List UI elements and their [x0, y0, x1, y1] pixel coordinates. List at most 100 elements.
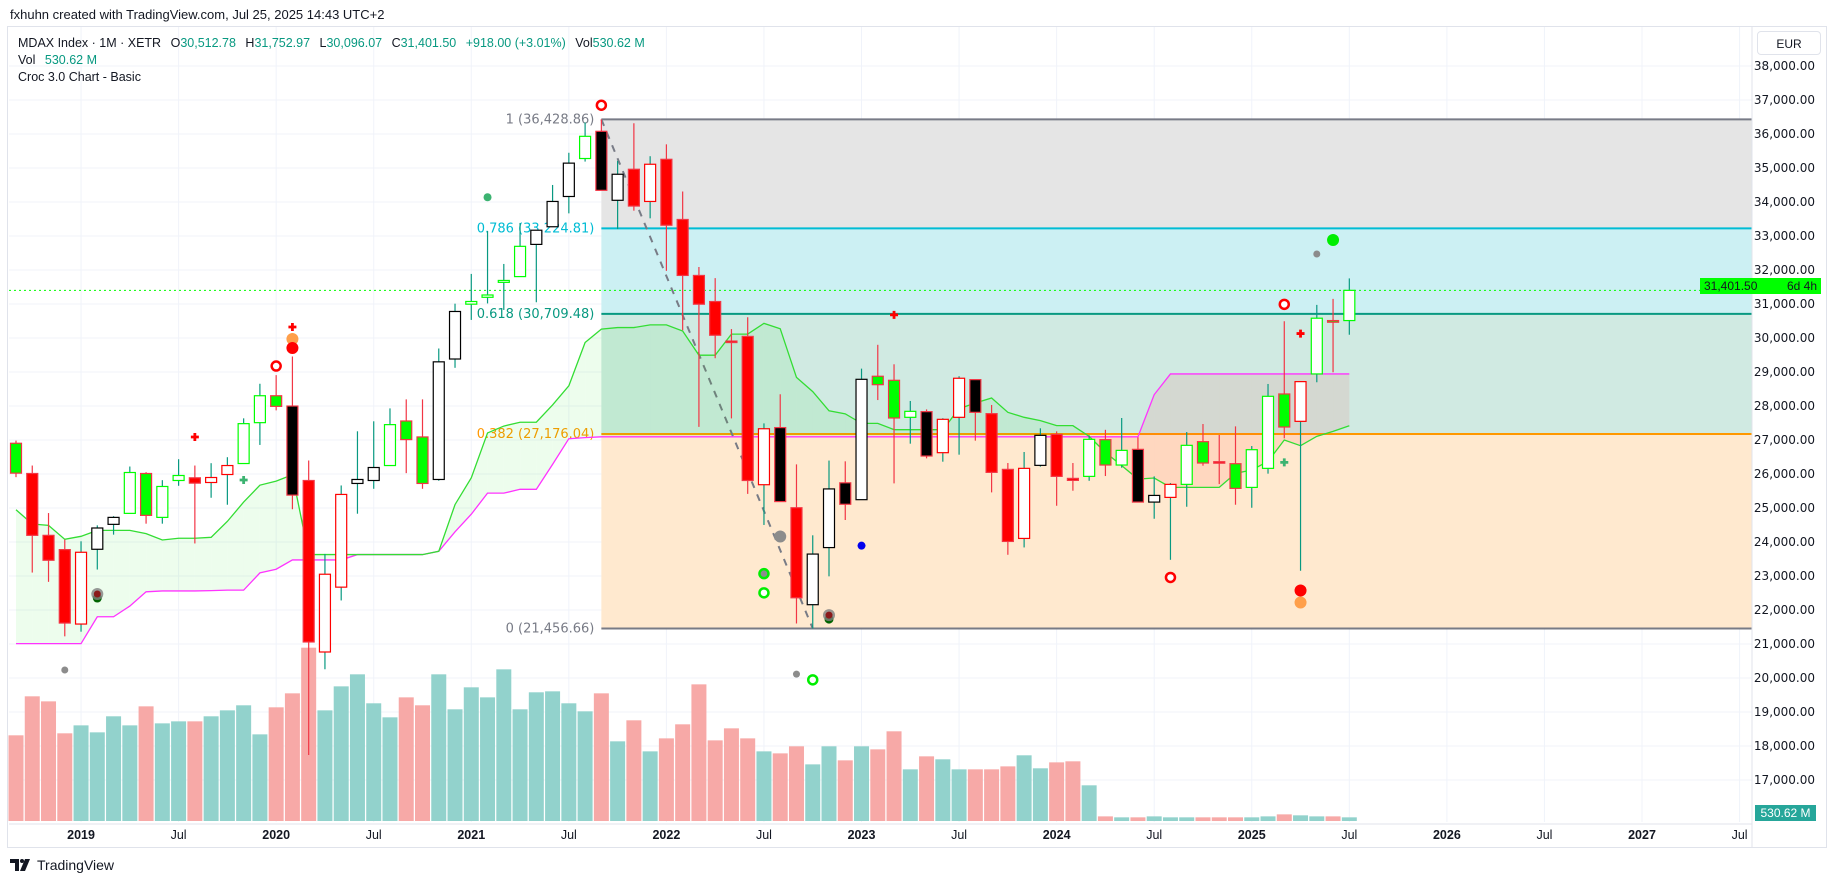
volume-bar	[382, 717, 398, 821]
candle-body	[123, 471, 136, 514]
tradingview-logo[interactable]: TradingView	[10, 857, 114, 873]
legend-indicator-row[interactable]: Croc 3.0 Chart - Basic	[18, 69, 645, 86]
y-axis-tick-label: 36,000.00	[1754, 127, 1815, 141]
candle-body	[595, 130, 608, 191]
croc-cloud-fill	[178, 538, 195, 591]
green-dot-marker	[483, 193, 492, 202]
volume-bar	[951, 769, 967, 821]
x-axis-tick-label: 2023	[848, 828, 876, 842]
volume-bar	[805, 764, 821, 821]
volume-bar	[252, 734, 268, 821]
x-axis-tick-label: 2019	[67, 828, 95, 842]
y-axis-tick-label: 21,000.00	[1754, 637, 1815, 651]
croc-cloud-fill	[796, 377, 813, 437]
candle-body	[188, 477, 201, 484]
volume-bar	[1081, 785, 1097, 821]
candle-body	[270, 395, 283, 407]
candle-body	[1229, 463, 1242, 489]
indicator-name: Croc 3.0 Chart - Basic	[18, 70, 141, 84]
axes: 38,000.00 37,000.00 36,000.00 35,000.00 34,0…	[9, 27, 1815, 847]
volume-bar	[919, 756, 935, 821]
y-axis-tick-label: 32,000.00	[1754, 263, 1815, 277]
candle-body	[237, 423, 250, 465]
volume-bar	[349, 674, 365, 821]
volume-bar	[106, 716, 122, 821]
dark-red-dot-marker	[825, 611, 833, 619]
candle-body	[416, 436, 429, 485]
volume-bar	[902, 769, 918, 821]
green-ring-marker	[758, 587, 770, 599]
green-ring-marker	[806, 674, 819, 686]
croc-cloud-fill	[715, 334, 732, 437]
volume-bar	[447, 709, 463, 821]
croc-cloud-fill	[877, 423, 895, 437]
candle-body	[91, 527, 104, 550]
y-axis-tick-label: 24,000.00	[1754, 535, 1815, 549]
red-cross-marker	[288, 322, 297, 331]
volume-bar	[821, 746, 837, 821]
chart-credit: fxhuhn created with TradingView.com, Jul…	[10, 7, 385, 22]
candle-body	[139, 472, 153, 516]
volume-bar	[1195, 817, 1211, 821]
candle-body	[1294, 381, 1307, 422]
candle-body	[822, 488, 836, 549]
legend-ohlc-row[interactable]: MDAX Index · 1M · XETR O30,512.78 H31,75…	[18, 35, 645, 52]
croc-cloud-fill	[227, 502, 244, 591]
candle-body	[644, 163, 657, 203]
volume-bar	[138, 706, 154, 821]
candle-body	[1343, 289, 1356, 322]
volume-bar	[203, 716, 219, 821]
green-ring-marker	[758, 567, 770, 580]
volume-study-value: 530.62 M	[44, 52, 97, 67]
volume-bar	[967, 769, 983, 821]
candle-body	[481, 294, 494, 298]
candle-body	[74, 551, 88, 625]
gray-dot-marker	[792, 670, 800, 678]
x-axis-tick-label: Jul	[171, 828, 187, 842]
y-axis-tick-label: 33,000.00	[1754, 229, 1815, 243]
croc-cloud-fill	[666, 324, 683, 437]
volume-bar	[1162, 817, 1178, 821]
volume-bar	[333, 686, 349, 821]
candle-body	[1213, 461, 1226, 464]
legend-high-label: H	[245, 36, 255, 50]
volume-bar	[1325, 816, 1341, 821]
legend-low-label: L	[319, 36, 327, 50]
volume-bar	[1146, 816, 1162, 821]
candle-body	[448, 310, 462, 360]
volume-bar	[1097, 816, 1113, 821]
croc-cloud-fill	[162, 538, 179, 591]
volume-bar	[1114, 817, 1130, 821]
croc-cloud-fill	[1316, 373, 1334, 437]
candle-body	[58, 549, 71, 624]
candle-body	[383, 424, 397, 467]
candle-body	[1148, 494, 1161, 503]
croc-cloud-fill	[1202, 373, 1220, 488]
volume-bar	[1276, 814, 1292, 821]
candle-body	[709, 300, 722, 336]
y-axis-tick-label: 28,000.00	[1754, 399, 1815, 413]
legend-volume-row[interactable]: Vol 530.62 M	[18, 52, 645, 69]
x-axis-tick-label: Jul	[366, 828, 382, 842]
gray-dot-marker	[61, 666, 69, 674]
candle-body	[205, 476, 218, 484]
candle-body	[1018, 467, 1031, 540]
candle-body	[871, 375, 884, 386]
volume-bar	[187, 721, 203, 821]
currency-button[interactable]: EUR	[1757, 31, 1821, 55]
candle-body	[1261, 395, 1275, 469]
volume-bar	[1341, 817, 1357, 821]
candle-body	[741, 335, 754, 482]
y-axis-tick-label: 23,000.00	[1754, 569, 1815, 583]
y-axis-tick-label: 34,000.00	[1754, 195, 1815, 209]
x-axis-tick-label: Jul	[1146, 828, 1162, 842]
last-price-label: 31,401.50 6d 4h	[1700, 278, 1821, 294]
volume-bar	[1049, 762, 1065, 821]
candle-body	[1180, 444, 1193, 485]
croc-cloud-fill	[829, 410, 846, 437]
volume-bar	[219, 710, 235, 821]
volume-bar	[8, 735, 24, 821]
croc-cloud-fill	[633, 324, 651, 437]
candle-body	[855, 378, 868, 501]
